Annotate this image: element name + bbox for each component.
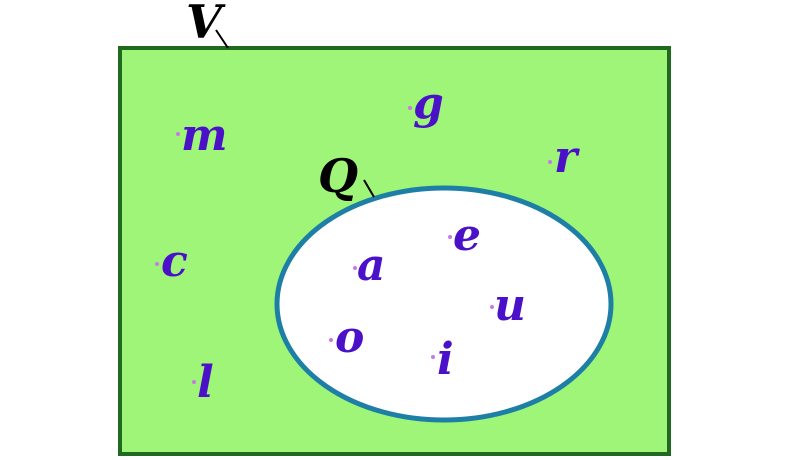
element-dot bbox=[431, 355, 435, 359]
subset-ellipse bbox=[277, 188, 611, 420]
element-i: i bbox=[437, 334, 454, 385]
element-dot bbox=[155, 262, 159, 266]
element-dot bbox=[408, 106, 412, 110]
element-g: g bbox=[413, 78, 444, 129]
element-r: r bbox=[554, 132, 580, 183]
element-dot bbox=[548, 160, 552, 164]
element-c: c bbox=[161, 236, 188, 287]
element-dot bbox=[329, 338, 333, 342]
element-dot bbox=[176, 132, 180, 136]
element-e: e bbox=[453, 210, 481, 261]
element-dot bbox=[192, 380, 196, 384]
universe-set-label: V bbox=[186, 0, 226, 49]
element-u: u bbox=[494, 280, 526, 331]
element-m: m bbox=[181, 110, 228, 161]
element-l: l bbox=[197, 357, 214, 408]
element-o: o bbox=[335, 312, 364, 363]
element-a: a bbox=[357, 240, 386, 291]
element-dot bbox=[448, 235, 452, 239]
subset-set-label: Q bbox=[318, 149, 358, 203]
